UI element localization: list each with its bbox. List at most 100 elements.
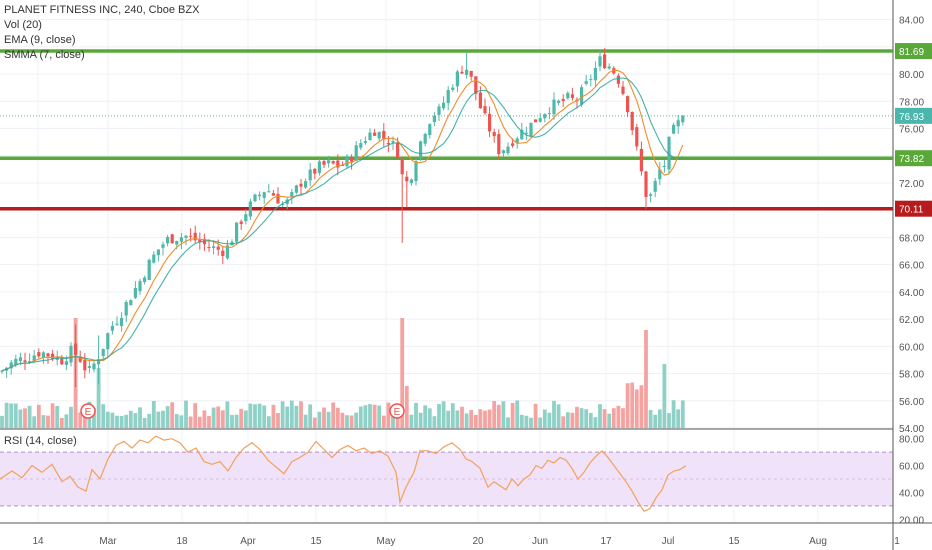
candle-body [547, 112, 551, 114]
volume-bar [138, 407, 142, 428]
candle-body [110, 325, 114, 331]
volume-bar [105, 411, 110, 428]
candle-body [363, 141, 367, 143]
candle-body [460, 71, 464, 74]
volume-bar [469, 409, 474, 428]
volume-bar [248, 403, 253, 428]
volume-bar [561, 416, 566, 428]
volume-bar [460, 406, 464, 428]
volume-bar [142, 417, 147, 428]
time-tick-label: 20 [472, 536, 484, 547]
candle-body [170, 234, 174, 244]
candle-body [336, 160, 340, 168]
volume-bar [487, 409, 492, 428]
smma-line [1, 77, 683, 372]
volume-bar [289, 400, 294, 428]
volume-bar [179, 415, 184, 428]
volume-bar [312, 417, 317, 428]
candle-body [566, 92, 570, 99]
candle-body [184, 235, 188, 238]
candle-body [9, 362, 13, 369]
candle-body [469, 71, 473, 77]
candle-body [120, 318, 124, 327]
volume-bar [653, 414, 658, 428]
volume-bar [257, 403, 262, 428]
volume-bar [96, 368, 101, 428]
candle-body [207, 247, 211, 249]
volume-bar [303, 414, 308, 428]
price-tick-label: 80.00 [899, 70, 924, 81]
candle-body [18, 357, 22, 362]
rsi-indicator-label[interactable]: RSI (14, close) [4, 435, 77, 447]
candle-body [478, 92, 482, 109]
candle-body [515, 138, 519, 143]
candle-body [561, 98, 565, 101]
candle-body [69, 345, 73, 363]
volume-bar [354, 412, 359, 428]
candle-body [630, 111, 634, 131]
price-tick-label: 58.00 [899, 370, 924, 381]
candle-body [74, 343, 78, 355]
candle-body [593, 68, 597, 81]
volume-bar [519, 414, 524, 428]
candle-body [681, 115, 685, 123]
volume-bar [372, 404, 377, 428]
rsi-tick-label: 40.00 [899, 488, 924, 499]
smma-indicator-label[interactable]: SMMA (7, close) [4, 49, 85, 61]
volume-bar [156, 411, 161, 428]
volume-bar [4, 402, 9, 428]
volume-bar [538, 417, 543, 428]
volume-bar [32, 416, 37, 428]
price-tick-label: 60.00 [899, 342, 924, 353]
volume-bar [9, 403, 14, 428]
time-tick-label: Jul [662, 536, 675, 547]
rsi-tick-label: 20.00 [899, 515, 924, 526]
candle-body [248, 201, 252, 217]
candle-body [501, 150, 505, 154]
time-tick-label: May [377, 536, 396, 547]
earnings-marker [389, 403, 405, 419]
price-tick-label: 84.00 [899, 16, 924, 27]
candle-body [271, 193, 275, 196]
ema-indicator-label[interactable]: EMA (9, close) [4, 34, 76, 46]
volume-bar [188, 416, 193, 428]
volume-bar [524, 415, 529, 428]
volume-bar [584, 409, 589, 428]
volume-bar [432, 416, 437, 428]
price-tick-label: 66.00 [899, 261, 924, 272]
candle-body [414, 161, 418, 182]
candle-body [239, 221, 243, 224]
volume-bar [92, 408, 96, 428]
candle-body [488, 113, 492, 132]
volume-bar [529, 417, 533, 428]
candle-body [32, 355, 36, 361]
candle-body [552, 99, 556, 115]
volume-indicator-label[interactable]: Vol (20) [4, 19, 42, 31]
candle-body [354, 145, 358, 161]
volume-bar [657, 409, 662, 428]
candle-body [616, 75, 620, 84]
candle-body [658, 169, 662, 180]
time-tick-label: 15 [310, 536, 322, 547]
last-price-label: 76.93 [899, 112, 924, 123]
candle-body [331, 161, 335, 164]
grid [0, 0, 898, 522]
volume-bar [634, 389, 639, 428]
volume-bar [115, 415, 119, 428]
symbol-title[interactable]: PLANET FITNESS INC, 240, Cboe BZX [4, 4, 200, 16]
volume-bar [36, 404, 41, 428]
volume-bar [455, 410, 460, 428]
volume-bar [78, 412, 83, 428]
volume-bar [174, 414, 179, 428]
candle-body [635, 127, 639, 147]
candle-body [400, 159, 404, 175]
candle-body [147, 259, 151, 281]
earnings-marker-label: E [85, 407, 92, 418]
horizontal-levels[interactable]: 81.69 73.82 70.11 76.93 [0, 43, 932, 217]
volume-bar [570, 412, 575, 428]
time-tick-label: 1 [894, 536, 900, 547]
candle-body [175, 240, 179, 245]
candle-body [368, 132, 372, 141]
